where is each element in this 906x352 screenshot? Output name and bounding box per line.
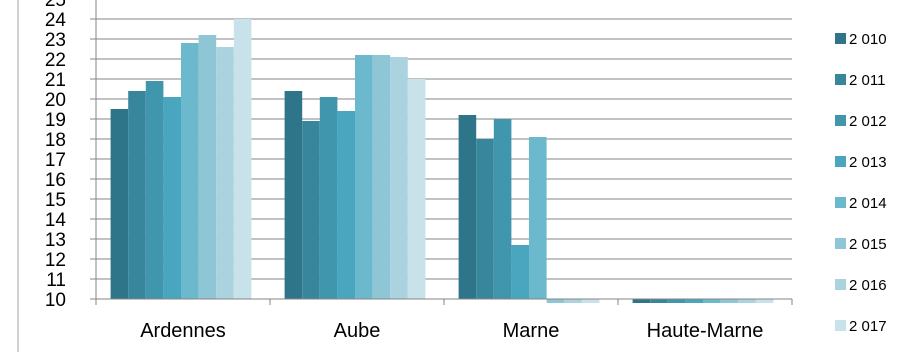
bar <box>181 43 199 299</box>
legend-swatch <box>835 279 846 290</box>
x-category-label: Marne <box>503 320 560 342</box>
bar <box>546 299 565 303</box>
x-category-label: Aube <box>334 320 381 342</box>
legend-label: 2 015 <box>849 236 887 253</box>
legend-label: 2 012 <box>849 113 887 130</box>
x-category-label: Haute-Marne <box>647 320 764 342</box>
bar <box>233 19 252 299</box>
legend-label: 2 014 <box>849 195 887 212</box>
bar <box>407 79 426 299</box>
bar <box>458 115 477 299</box>
bar <box>163 97 181 299</box>
legend-label: 2 017 <box>849 318 887 335</box>
bar <box>581 299 600 303</box>
bar <box>738 299 756 303</box>
bar <box>650 299 668 303</box>
bar <box>302 121 320 299</box>
legend-label: 2 011 <box>849 72 885 89</box>
y-tick-label: 18 <box>45 130 66 151</box>
y-tick-label: 20 <box>45 90 66 111</box>
bar <box>355 55 373 299</box>
bar <box>390 57 408 299</box>
bar <box>319 97 338 299</box>
legend-swatch <box>835 156 846 167</box>
bar <box>216 47 234 299</box>
legend: 2 010 2 011 2 012 2 013 2 014 2 015 2 016 2 017 <box>835 31 887 335</box>
legend-swatch <box>835 238 846 249</box>
bar <box>667 299 686 303</box>
bars <box>110 19 774 303</box>
bar <box>720 299 739 303</box>
legend-label: 2 010 <box>849 31 887 48</box>
y-tick-label: 21 <box>45 70 66 91</box>
bar <box>110 109 129 299</box>
legend-swatch <box>835 115 846 126</box>
legend-swatch <box>835 197 846 208</box>
legend-label: 2 013 <box>849 154 887 171</box>
y-tick-label: 13 <box>45 230 66 251</box>
y-tick-label: 22 <box>45 50 66 71</box>
y-tick-label: 14 <box>45 210 67 231</box>
bar <box>685 299 703 303</box>
bar <box>511 245 529 299</box>
bar <box>145 81 164 299</box>
bar <box>198 35 217 299</box>
bar <box>564 299 582 303</box>
y-tick-label: 15 <box>45 190 66 211</box>
y-tick-label: 23 <box>45 30 66 51</box>
y-tick-label: 24 <box>45 10 67 31</box>
legend-swatch <box>835 74 846 85</box>
y-tick-label: 25 <box>45 0 66 11</box>
y-tick-label: 12 <box>45 250 66 271</box>
bar <box>128 91 146 299</box>
y-tick-label: 11 <box>46 270 66 291</box>
axes <box>90 0 793 305</box>
bar <box>337 111 355 299</box>
x-axis-category-labels: Ardennes Aube Marne Haute-Marne <box>140 320 763 342</box>
y-tick-label: 19 <box>45 110 66 131</box>
bar <box>372 55 391 299</box>
bar <box>755 299 774 303</box>
bar <box>703 299 721 303</box>
legend-label: 2 016 <box>849 277 887 294</box>
legend-swatch <box>835 320 846 331</box>
bar <box>529 137 547 299</box>
y-tick-label: 10 <box>45 290 66 311</box>
x-category-label: Ardennes <box>140 320 226 342</box>
bar <box>493 119 512 299</box>
y-tick-label: 17 <box>45 150 66 171</box>
legend-swatch <box>835 33 846 44</box>
y-tick-label: 16 <box>45 170 66 191</box>
bar <box>284 91 303 299</box>
bar <box>632 299 651 303</box>
bar <box>476 139 494 299</box>
